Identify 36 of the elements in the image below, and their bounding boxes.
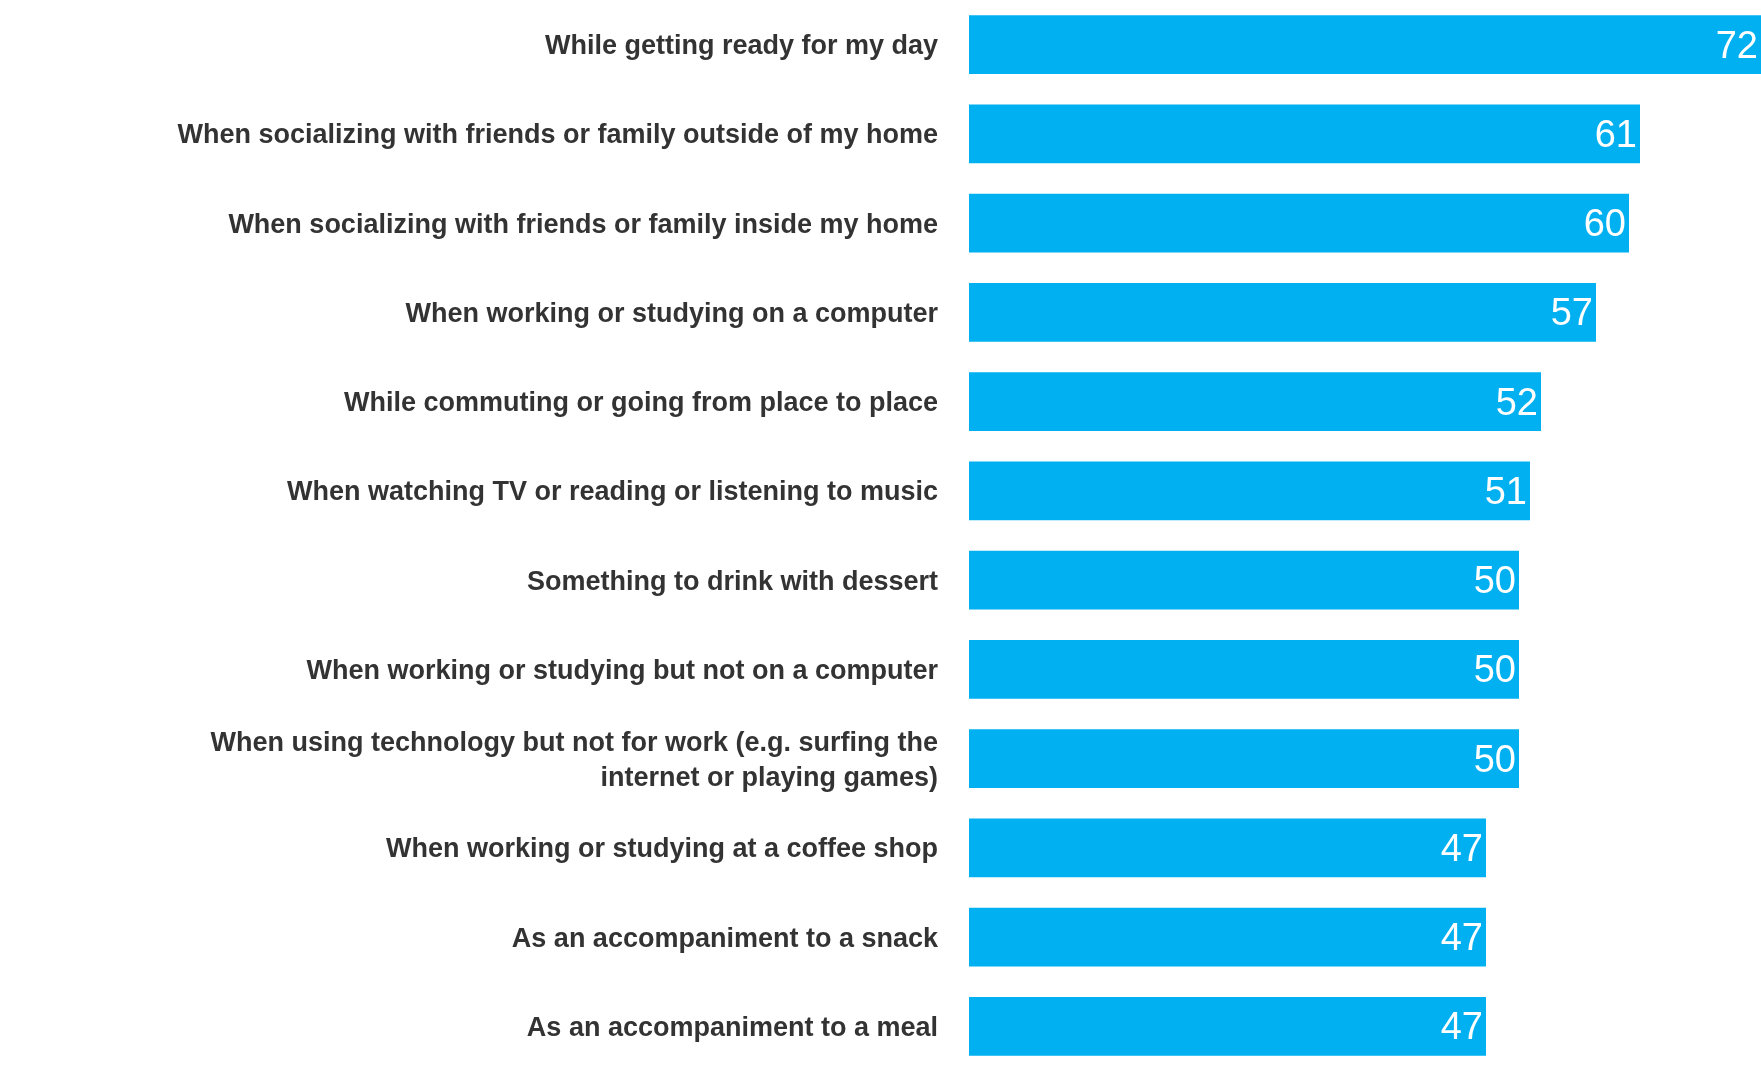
data-label: 61 bbox=[1594, 112, 1637, 155]
bar bbox=[969, 193, 1629, 253]
bar bbox=[969, 550, 1519, 610]
y-tick-label: When socializing with friends or family outside of my home bbox=[177, 119, 938, 150]
data-label: 51 bbox=[1484, 469, 1527, 512]
y-tick-label: When socializing with friends or family inside my home bbox=[228, 208, 938, 239]
data-label: 52 bbox=[1495, 380, 1538, 423]
y-tick-label: While getting ready for my day bbox=[544, 30, 938, 61]
y-tick-label: When working or studying on a computer bbox=[405, 297, 939, 328]
y-tick-label: As an accompaniment to a snack bbox=[511, 922, 939, 953]
bar bbox=[969, 104, 1640, 164]
data-label: 47 bbox=[1440, 1005, 1483, 1048]
data-label: 72 bbox=[1715, 23, 1758, 66]
data-label: 47 bbox=[1440, 826, 1483, 869]
bar bbox=[969, 907, 1486, 967]
y-tick-label: When working or studying at a coffee shop bbox=[385, 833, 938, 864]
data-label: 47 bbox=[1440, 916, 1483, 959]
data-label: 50 bbox=[1473, 737, 1516, 780]
bar bbox=[969, 282, 1596, 342]
bar bbox=[969, 639, 1519, 699]
data-label: 50 bbox=[1473, 648, 1516, 691]
bar bbox=[969, 15, 1761, 75]
bar bbox=[969, 996, 1486, 1056]
data-label: 50 bbox=[1473, 559, 1516, 602]
data-label: 60 bbox=[1583, 202, 1626, 245]
data-label: 57 bbox=[1550, 291, 1593, 334]
bar bbox=[969, 729, 1519, 789]
y-tick-label: When using technology but not for work (e.g. surfing the internet or playing games) bbox=[210, 726, 938, 792]
y-tick-label: Something to drink with dessert bbox=[526, 565, 938, 596]
bar bbox=[969, 372, 1541, 432]
y-tick-label: When working or studying but not on a computer bbox=[306, 654, 939, 685]
y-tick-label: When watching TV or reading or listening to music bbox=[286, 476, 938, 507]
bar bbox=[969, 818, 1486, 878]
y-tick-label: As an accompaniment to a meal bbox=[526, 1011, 938, 1042]
bar bbox=[969, 461, 1530, 521]
y-tick-label: While commuting or going from place to place bbox=[343, 387, 938, 418]
